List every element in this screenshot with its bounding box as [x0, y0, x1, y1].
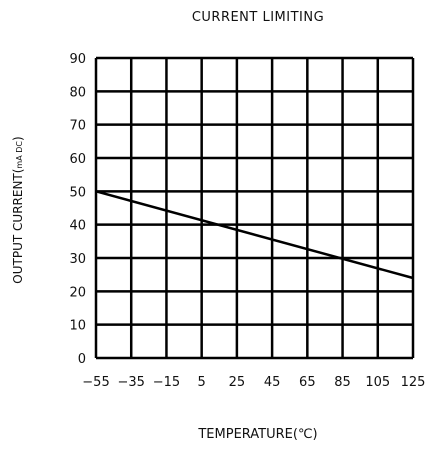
series-line	[95, 190, 414, 280]
y-tick-labels: 0 10 20 30 40 50 60 70 80 90	[69, 52, 86, 367]
x-tick-label: −55	[82, 375, 109, 390]
x-tick-label: 25	[229, 375, 246, 390]
chart-title: CURRENT LIMITING	[192, 10, 324, 25]
y-tick-label: 20	[69, 285, 86, 300]
x-tick-label: −35	[118, 375, 145, 390]
x-tick-label: −15	[153, 375, 180, 390]
x-axis-label: TEMPERATURE(℃)	[197, 427, 317, 442]
x-tick-label: 105	[365, 375, 390, 390]
y-axis-label-close: )	[11, 136, 25, 141]
y-axis-label-main: OUTPUT CURRENT(	[11, 169, 25, 284]
x-tick-labels: −55 −35 −15 5 25 45 65 85 105 125	[82, 375, 425, 390]
y-tick-label: 60	[69, 152, 86, 167]
x-tick-label: 5	[198, 375, 206, 390]
y-tick-label: 0	[78, 352, 86, 367]
y-tick-label: 40	[69, 219, 86, 234]
x-tick-label: 65	[299, 375, 316, 390]
x-tick-label: 45	[264, 375, 281, 390]
y-tick-label: 90	[69, 52, 86, 67]
y-axis-label-unit: mA DC	[15, 141, 24, 169]
y-tick-label: 80	[69, 85, 86, 100]
y-tick-label: 10	[69, 319, 86, 334]
grid	[94, 56, 415, 360]
x-tick-label: 125	[401, 375, 426, 390]
x-tick-label: 85	[334, 375, 351, 390]
y-tick-label: 30	[69, 252, 86, 267]
y-tick-label: 70	[69, 119, 86, 134]
series-group	[95, 190, 414, 280]
y-axis-label: OUTPUT CURRENT(mA DC)	[11, 136, 25, 283]
y-tick-label: 50	[69, 185, 86, 200]
